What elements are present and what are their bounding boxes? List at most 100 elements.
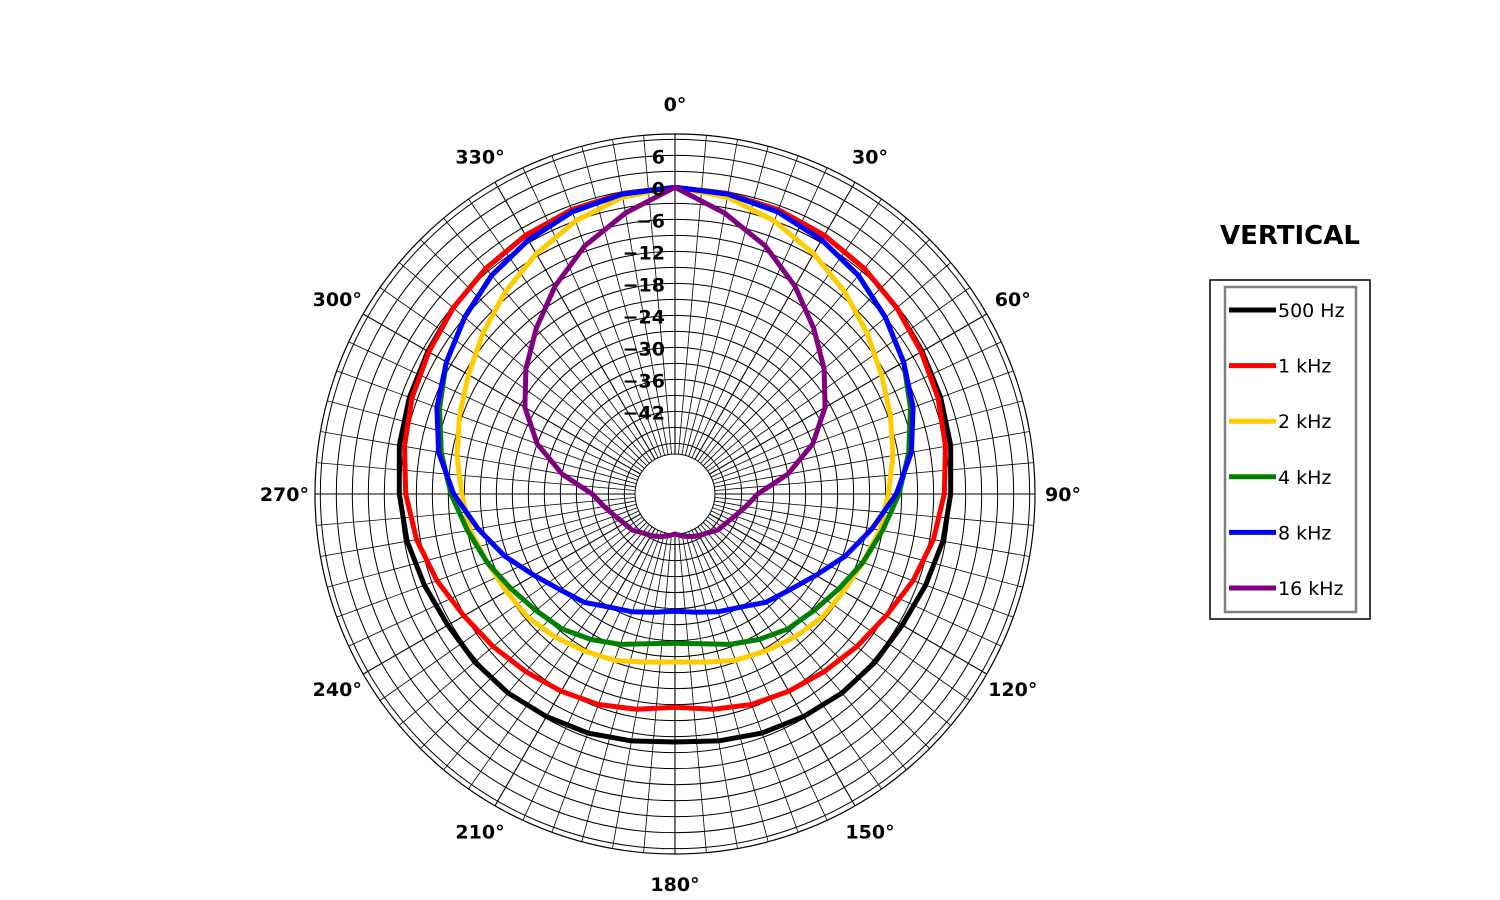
radial-tick-label: 6: [652, 146, 665, 168]
grid-spoke: [678, 135, 707, 455]
angle-tick-label: 90°: [1045, 484, 1081, 506]
grid-spoke: [691, 167, 828, 458]
grid-spoke: [362, 513, 641, 675]
grid-spoke: [709, 513, 988, 675]
grid-spoke: [522, 530, 659, 821]
grid-spoke: [316, 497, 636, 526]
legend-label: 16 kHz: [1278, 578, 1344, 600]
legend-title: VERTICAL: [1220, 221, 1360, 251]
grid-spoke: [643, 533, 672, 853]
angle-tick-label: 0°: [664, 94, 687, 116]
legend-label: 8 kHz: [1278, 522, 1331, 544]
angle-tick-label: 210°: [455, 822, 504, 844]
grid-spoke: [320, 431, 636, 488]
polar-grid: [314, 133, 1036, 855]
series-lines: [396, 184, 954, 745]
grid-spoke: [688, 155, 799, 457]
grid-spoke: [713, 503, 1023, 588]
angle-tick-labels: 0° 30° 60° 90° 120° 150° 180° 210° 240° 270° 300° 3…: [260, 94, 1081, 896]
grid-spoke: [688, 531, 799, 833]
grid-spoke: [705, 262, 952, 469]
legend: VERTICAL 500 Hz 1 kHz 2 kHz 4 kHz 8 kHz 16 kH…: [1209, 221, 1371, 620]
grid-spoke: [697, 526, 882, 790]
angle-tick-label: 150°: [845, 822, 894, 844]
grid-spoke: [494, 181, 656, 460]
grid-circle-inner: [634, 453, 716, 535]
angle-tick-label: 180°: [650, 874, 699, 896]
angle-tick-label: 60°: [995, 289, 1031, 311]
legend-outer-frame: [1209, 279, 1371, 620]
grid-spoke: [711, 510, 1002, 647]
grid-spoke: [703, 239, 930, 466]
grid-spoke: [398, 519, 645, 726]
radial-tick-label: −30: [623, 338, 665, 360]
grid-spoke: [711, 341, 1002, 478]
grid-spoke: [443, 217, 650, 464]
grid-spoke: [348, 510, 639, 647]
grid-spoke: [362, 313, 641, 475]
radial-tick-label: −42: [623, 402, 665, 424]
grid-spoke: [379, 516, 643, 701]
grid-spoke: [703, 522, 930, 749]
grid-spoke: [707, 516, 971, 701]
grid-spoke: [684, 146, 769, 456]
series-line-8-khz: [434, 184, 916, 615]
grid-spoke: [336, 370, 638, 481]
legend-label: 500 Hz: [1278, 300, 1345, 322]
grid-spoke: [551, 531, 662, 833]
angle-tick-label: 30°: [852, 146, 888, 168]
legend-label: 1 kHz: [1278, 356, 1331, 378]
grid-spoke: [327, 503, 637, 588]
grid-spoke: [709, 313, 988, 475]
grid-spoke: [697, 198, 882, 462]
grid-spoke: [700, 524, 907, 771]
radial-tick-label: −24: [623, 306, 665, 328]
angle-tick-label: 330°: [455, 146, 504, 168]
grid-spoke: [714, 431, 1030, 488]
angle-tick-label: 270°: [260, 484, 309, 506]
grid-spoke: [700, 217, 907, 464]
radial-tick-label: 0: [652, 178, 665, 200]
grid-spoke: [468, 526, 653, 790]
angle-tick-label: 300°: [313, 289, 362, 311]
radial-tick-label: −36: [623, 370, 665, 392]
grid-spoke: [581, 532, 666, 842]
series-line-1-khz: [402, 184, 948, 712]
grid-spoke: [420, 522, 647, 749]
grid-spoke: [443, 524, 650, 771]
grid-spoke: [468, 198, 653, 462]
grid-spoke: [713, 400, 1023, 485]
grid-spoke: [694, 528, 856, 807]
radial-tick-labels: 6 0 −6 −12 −18 −24 −30 −36 −42: [623, 146, 665, 424]
grid-spoke: [707, 287, 971, 472]
grid-spoke: [612, 533, 669, 849]
series-line-16-khz: [522, 184, 828, 540]
grid-spoke: [714, 497, 1034, 526]
grid-spoke: [681, 533, 738, 849]
grid-spoke: [420, 239, 647, 466]
grid-spoke: [494, 528, 656, 807]
grid-spoke: [678, 533, 707, 853]
grid-spoke: [379, 287, 643, 472]
legend-inner-frame: [1223, 285, 1358, 614]
grid-spoke: [551, 155, 662, 457]
grid-spoke: [684, 532, 769, 842]
legend-label: 2 kHz: [1278, 411, 1331, 433]
grid-spoke: [694, 181, 856, 460]
radial-tick-label: −18: [623, 274, 665, 296]
grid-spoke: [522, 167, 659, 458]
grid-spoke: [691, 530, 828, 821]
angle-tick-label: 120°: [988, 679, 1037, 701]
radial-tick-label: −12: [623, 242, 665, 264]
grid-spoke: [705, 519, 952, 726]
grid-spoke: [348, 341, 639, 478]
angle-tick-label: 240°: [313, 679, 362, 701]
grid-spoke: [714, 462, 1034, 491]
radial-tick-label: −6: [636, 210, 665, 232]
grid-spoke: [712, 370, 1014, 481]
grid-spoke: [581, 146, 666, 456]
series-line-2-khz: [454, 184, 896, 665]
grid-spoke: [398, 262, 645, 469]
grid-spoke: [327, 400, 637, 485]
